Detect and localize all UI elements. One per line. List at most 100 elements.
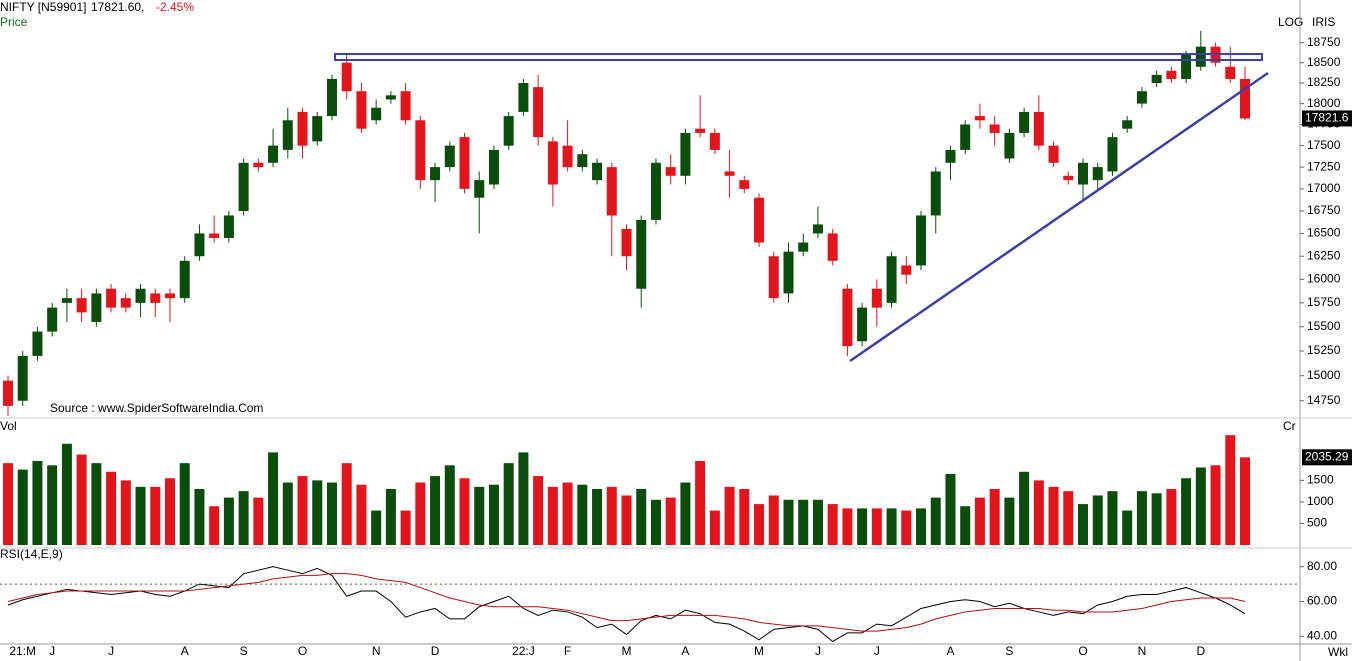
period: Wkl <box>1328 645 1348 659</box>
volume-bar <box>135 486 146 545</box>
y-tick-label: 18000 <box>1307 96 1341 110</box>
candle-body <box>1048 145 1059 163</box>
candle-body <box>400 91 411 121</box>
candle-body <box>1151 74 1162 84</box>
volume-bar <box>47 465 58 545</box>
trend-line <box>849 71 1269 363</box>
volume-bar <box>1107 491 1118 545</box>
candle-body <box>695 128 706 133</box>
volume-bar <box>1166 489 1177 545</box>
candle-body <box>547 141 558 185</box>
volume-bar <box>32 461 43 545</box>
x-tick-label: D <box>431 644 440 658</box>
volume-bar <box>842 508 853 545</box>
candle-body <box>179 260 190 299</box>
y-tick-label: 18500 <box>1307 55 1341 69</box>
volume-bar <box>857 508 868 545</box>
y-tick-label: 17000 <box>1307 181 1341 195</box>
x-tick-label: O <box>1078 644 1087 658</box>
x-tick-label: J <box>874 644 880 658</box>
candle-body <box>650 162 661 220</box>
candle-body <box>1092 167 1103 181</box>
candle-body <box>223 215 234 238</box>
candle-body <box>989 124 1000 133</box>
volume-bar <box>17 469 28 545</box>
candle-body <box>592 162 603 181</box>
volume-bar <box>194 489 205 545</box>
candle-body <box>1136 91 1147 104</box>
volume-bar <box>312 480 323 545</box>
candle-body <box>768 256 779 299</box>
volume-bar <box>1048 486 1059 545</box>
x-tick-label: S <box>1005 644 1013 658</box>
volume-bar <box>444 465 455 545</box>
volume-bar <box>3 463 13 545</box>
volume-bar <box>209 506 220 545</box>
volume-bar <box>385 489 396 545</box>
value-marker <box>1302 449 1352 466</box>
candle-body <box>754 197 765 243</box>
volume-bar <box>886 508 897 545</box>
candle-body <box>1181 54 1192 79</box>
candle-body <box>945 149 956 163</box>
change: -2.45% <box>156 0 194 14</box>
volume-bar <box>562 482 573 545</box>
volume-bar <box>474 486 485 545</box>
candle-body <box>430 167 441 181</box>
candle-body <box>17 355 28 401</box>
volume-bar <box>577 484 588 545</box>
volume-bar <box>754 504 765 545</box>
volume-bar <box>812 499 823 545</box>
candle-body <box>61 298 72 303</box>
candle-body <box>1078 162 1089 185</box>
volume-bar <box>179 463 190 545</box>
volume-bar <box>1019 471 1030 545</box>
volume-bar <box>768 495 779 545</box>
candle-body <box>297 111 308 146</box>
y-tick-label: 1000 <box>1307 494 1334 508</box>
y-tick-label: 16000 <box>1307 272 1341 286</box>
volume-bar <box>268 452 279 545</box>
y-tick-label: 18750 <box>1307 35 1341 49</box>
candle-body <box>164 293 175 299</box>
symbol: NIFTY [N59901] <box>0 0 86 14</box>
price-label: Price <box>0 15 28 29</box>
volume-bar <box>533 476 544 545</box>
volume-bar <box>503 463 514 545</box>
candle-body <box>724 171 735 176</box>
volume-bar <box>164 478 175 545</box>
candle-body <box>812 224 823 234</box>
volume-bar <box>1181 478 1192 545</box>
candle-body <box>1166 70 1177 79</box>
source: Source : www.SpiderSoftwareIndia.Com <box>50 401 263 415</box>
candle-body <box>783 251 794 294</box>
x-tick-label: A <box>946 644 954 658</box>
volume-bar <box>1225 435 1236 545</box>
candle-body <box>106 288 117 308</box>
candle-body <box>356 91 367 129</box>
volume-bar <box>547 486 558 545</box>
y-tick-label: 17250 <box>1307 159 1341 173</box>
candle-body <box>680 132 691 176</box>
candle-body <box>518 83 529 112</box>
candle-body <box>960 124 971 150</box>
candle-body <box>209 233 220 238</box>
x-tick-label: S <box>240 644 248 658</box>
volume-bar <box>1122 510 1133 545</box>
volume-bar <box>621 495 632 545</box>
y-tick-label: 500 <box>1307 516 1327 530</box>
volume-bar <box>518 452 529 545</box>
volume-bar <box>1033 480 1044 545</box>
candle-body <box>1195 46 1206 67</box>
vol-unit: Cr <box>1283 419 1296 433</box>
y-tick-label: 16250 <box>1307 248 1341 262</box>
x-tick-label: F <box>564 644 571 658</box>
candle-body <box>268 145 279 163</box>
value-marker-label: 2035.29 <box>1305 449 1349 463</box>
candle-body <box>901 265 912 275</box>
volume-bar <box>459 478 470 545</box>
volume-bar <box>297 476 308 545</box>
volume-bar <box>415 482 426 545</box>
volume-bar <box>901 510 912 545</box>
candle-body <box>1063 175 1074 181</box>
